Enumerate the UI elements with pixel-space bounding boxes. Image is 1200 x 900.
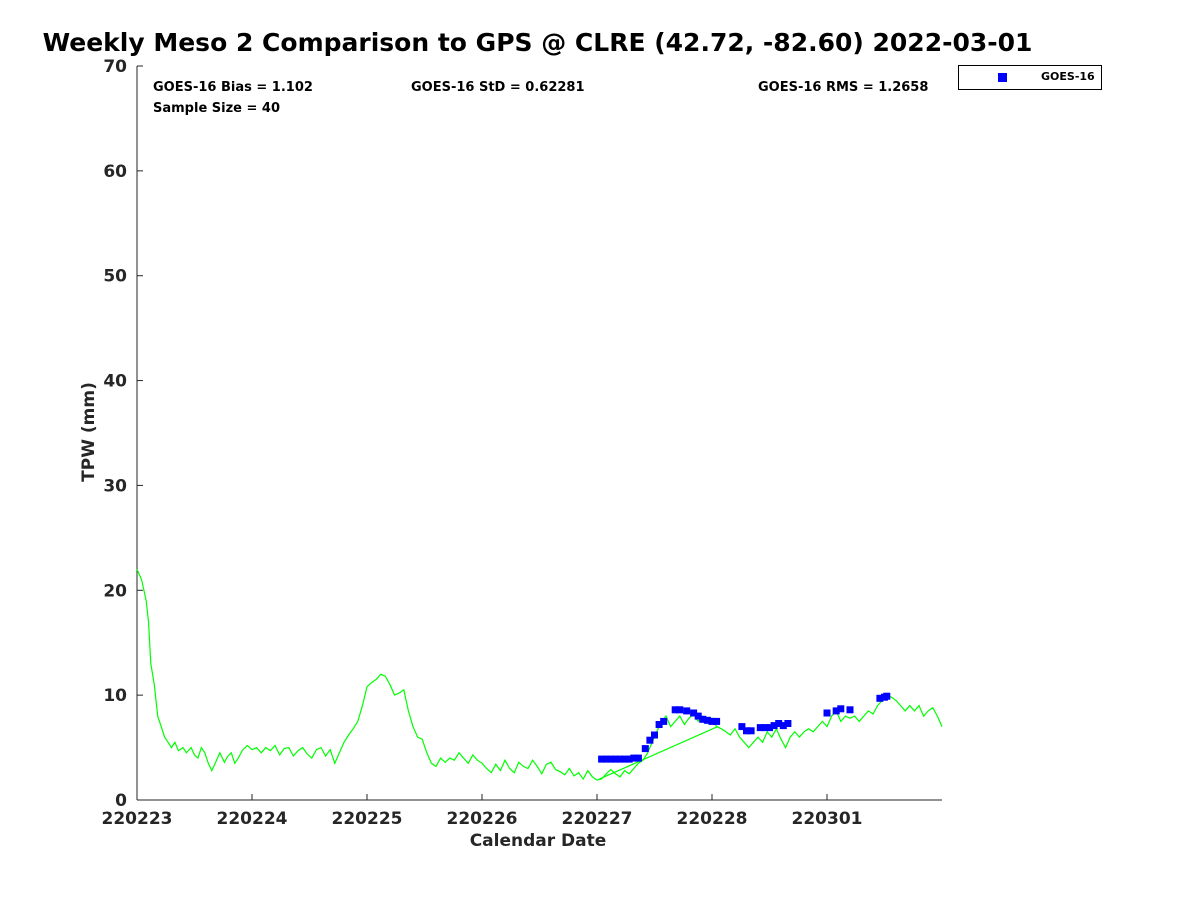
goes16-point [660, 717, 668, 725]
goes16-point [832, 707, 840, 715]
x-tick-label: 220225 [332, 809, 403, 829]
bias-stat: GOES-16 Bias = 1.102 [153, 80, 313, 95]
x-tick-label: 220226 [447, 809, 518, 829]
goes16-point [823, 709, 831, 717]
goes16-point [784, 720, 792, 727]
goes16-point [630, 754, 638, 762]
goes16-point [770, 722, 778, 730]
x-axis-label: Calendar Date [470, 831, 607, 851]
goes16-point [775, 720, 783, 727]
sample-size-stat: Sample Size = 40 [153, 101, 281, 116]
goes16-point [837, 705, 845, 713]
goes16-point [756, 724, 764, 732]
goes16-point [779, 722, 787, 730]
y-axis-label: TPW (mm) [79, 382, 99, 482]
goes16-point [671, 706, 679, 714]
y-tick-label: 0 [115, 791, 127, 811]
goes16-point [625, 755, 633, 763]
goes16-point [876, 694, 884, 702]
goes16-point [607, 755, 615, 763]
y-tick-label: 50 [103, 267, 127, 287]
goes16-point [699, 715, 707, 723]
goes16-point [676, 706, 684, 714]
x-tick-label: 220224 [217, 809, 288, 829]
gps-series-line [136, 569, 943, 781]
goes16-point [683, 707, 691, 715]
goes16-point [621, 755, 629, 763]
x-tick-label: 220223 [102, 809, 173, 829]
goes16-point [761, 724, 769, 732]
goes16-point [747, 727, 755, 735]
legend-label-goes16: GOES-16 [1041, 70, 1095, 83]
goes16-point [713, 717, 721, 725]
goes16-point [651, 731, 658, 739]
goes16-point [598, 755, 606, 763]
legend: GOES-16 [958, 65, 1102, 90]
y-tick-label: 30 [103, 476, 127, 496]
goes16-point [641, 745, 649, 753]
goes16-point [743, 727, 750, 735]
goes16-point [694, 712, 702, 720]
goes16-point [703, 716, 711, 724]
chart-title: Weekly Meso 2 Comparison to GPS @ CLRE (… [42, 28, 1033, 57]
y-tick-label: 70 [103, 57, 127, 77]
goes16-point [611, 755, 619, 763]
y-tick-label: 40 [103, 372, 127, 392]
goes16-point [883, 692, 891, 700]
goes16-point [602, 755, 610, 763]
goes16-point [690, 709, 698, 717]
legend-marker-goes16 [998, 73, 1007, 82]
x-tick-label: 220228 [677, 809, 748, 829]
y-tick-label: 10 [103, 686, 127, 706]
goes16-point [634, 754, 642, 762]
gps-gap-connector [599, 726, 718, 780]
y-tick-label: 60 [103, 162, 127, 182]
goes16-point [766, 724, 773, 732]
rms-stat: GOES-16 RMS = 1.2658 [758, 80, 929, 95]
goes16-point [616, 755, 624, 763]
std-stat: GOES-16 StD = 0.62281 [411, 80, 585, 95]
goes16-point [655, 721, 663, 728]
goes16-point [646, 736, 654, 744]
x-tick-label: 220301 [792, 809, 863, 829]
goes16-point [846, 706, 854, 714]
goes16-point [708, 717, 716, 725]
y-tick-label: 20 [103, 581, 127, 601]
goes16-point [738, 723, 746, 731]
x-tick-label: 220227 [562, 809, 633, 829]
